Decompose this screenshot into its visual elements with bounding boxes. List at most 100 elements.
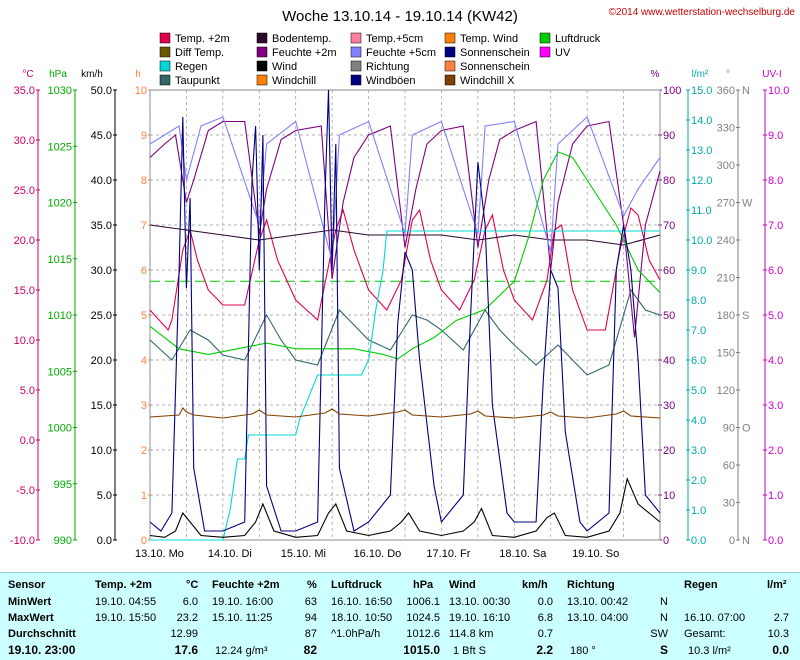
legend-label: Sonnenschein xyxy=(460,61,530,73)
series-bodentemp- xyxy=(149,224,661,246)
axis-tick-hpa: 1030 xyxy=(48,85,72,97)
series-regen xyxy=(150,230,660,541)
axis-tick-hpa: 1000 xyxy=(48,423,72,435)
compass-label: S xyxy=(742,310,749,322)
axis-tick-hum: 90 xyxy=(663,130,675,142)
stats-cell-d_val: N xyxy=(660,596,668,608)
current-temp: 17.6 xyxy=(174,643,198,657)
series-wind xyxy=(149,477,661,538)
stats-cell-w_time: 19.10. 16:10 xyxy=(449,612,511,624)
axis-tick-wind: 10.0 xyxy=(91,445,112,457)
axis-tick-rain: 14.0 xyxy=(691,115,712,127)
legend-swatch xyxy=(350,74,362,86)
stats-cell-h_time: 19.10. 16:00 xyxy=(212,596,274,608)
hdr-sensor: Sensor xyxy=(8,579,46,591)
hdr-wind-unit: km/h xyxy=(522,579,548,591)
legend-swatch xyxy=(350,60,362,72)
current-direction-deg: 180 ° xyxy=(570,645,596,657)
stats-cell-h_time: 15.10. 11:25 xyxy=(212,612,273,624)
axis-tick-dir: 0 xyxy=(729,535,735,547)
hdr-hum-unit: % xyxy=(307,579,317,591)
axis-unit-dir: ° xyxy=(726,69,730,80)
legend-swatch xyxy=(159,32,171,44)
compass-label: N xyxy=(742,535,750,547)
axis-unit-sun: h xyxy=(135,69,141,80)
stats-cell-p_time: 18.10. 10:50 xyxy=(331,612,393,624)
axis-tick-hum: 10 xyxy=(663,490,675,502)
axis-tick-wind: 15.0 xyxy=(91,400,112,412)
series-feuchte-2m xyxy=(149,120,661,338)
legend-label: Windchill xyxy=(272,75,316,87)
axis-tick-hpa: 1010 xyxy=(48,310,72,322)
axis-tick-rain: 11.0 xyxy=(691,205,712,217)
legend-label: Taupunkt xyxy=(175,75,220,87)
axis-tick-wind: 45.0 xyxy=(91,130,112,142)
x-day-label: 13.10. Mo xyxy=(135,548,184,560)
legend-label: Regen xyxy=(175,61,207,73)
axis-tick-dir: 330 xyxy=(717,123,735,135)
axis-tick-temp: 20.0 xyxy=(14,235,35,247)
axis-tick-rain: 1.0 xyxy=(691,505,706,517)
stats-cell-label: MaxWert xyxy=(8,612,54,624)
stats-cell-p_val: 1024.5 xyxy=(406,612,440,624)
axis-tick-uv: 0.0 xyxy=(768,535,783,547)
axis-tick-rain: 13.0 xyxy=(691,145,712,157)
axis-tick-sun: 6 xyxy=(141,265,147,277)
axis-tick-sun: 9 xyxy=(141,130,147,142)
legend-swatch xyxy=(444,46,456,58)
axis-tick-sun: 10 xyxy=(135,85,147,97)
axis-tick-uv: 5.0 xyxy=(768,310,783,322)
legend-label: Windböen xyxy=(366,75,416,87)
axis-tick-hum: 50 xyxy=(663,310,675,322)
axis-tick-hpa: 995 xyxy=(54,479,72,491)
hdr-hum: Feuchte +2m xyxy=(212,579,280,591)
axis-tick-temp: 30.0 xyxy=(14,135,35,147)
copyright-link[interactable]: ©2014 www.wetterstation-wechselburg.de xyxy=(609,7,796,18)
legend-label: Feuchte +5cm xyxy=(366,47,436,59)
axis-tick-sun: 5 xyxy=(141,310,147,322)
axis-tick-wind: 0.0 xyxy=(97,535,112,547)
current-abs-hum: 12.24 g/m³ xyxy=(215,645,268,657)
axis-tick-temp: 10.0 xyxy=(14,335,35,347)
stats-cell-label: Durchschnitt xyxy=(8,628,76,640)
stats-cell-t_time: 19.10. 04:55 xyxy=(95,596,157,608)
axis-tick-uv: 1.0 xyxy=(768,490,783,502)
legend-swatch xyxy=(444,60,456,72)
axis-tick-wind: 40.0 xyxy=(91,175,112,187)
axis-tick-wind: 50.0 xyxy=(91,85,112,97)
compass-label: W xyxy=(742,198,753,210)
stats-cell-p_val: 1012.6 xyxy=(406,628,440,640)
axis-tick-sun: 2 xyxy=(141,445,147,457)
hdr-pres: Luftdruck xyxy=(331,579,382,591)
legend-label: Temp. Wind xyxy=(460,33,518,45)
axis-tick-uv: 4.0 xyxy=(768,355,783,367)
legend-swatch xyxy=(256,32,268,44)
legend-swatch xyxy=(539,46,551,58)
legend-label: Temp.+5cm xyxy=(366,33,423,45)
x-day-label: 18.10. Sa xyxy=(499,548,547,560)
axis-tick-hum: 100 xyxy=(663,85,681,97)
stats-table: Sensor Temp. +2m °C Feuchte +2m % Luftdr… xyxy=(0,572,800,660)
x-day-label: 15.10. Mi xyxy=(281,548,326,560)
stats-cell-r_time: Gesamt: xyxy=(684,628,726,640)
axis-tick-uv: 10.0 xyxy=(768,85,789,97)
stats-cell-t_val: 23.2 xyxy=(176,612,198,624)
axis-tick-wind: 35.0 xyxy=(91,220,112,232)
axis-tick-wind: 25.0 xyxy=(91,310,112,322)
axis-tick-dir: 300 xyxy=(717,160,735,172)
axis-tick-rain: 2.0 xyxy=(691,475,706,487)
current-beaufort: 1 Bft S xyxy=(453,645,487,657)
axis-tick-temp: -10.0 xyxy=(10,535,35,547)
axis-tick-rain: 0.0 xyxy=(691,535,706,547)
axis-tick-rain: 8.0 xyxy=(691,295,706,307)
chart-grid xyxy=(149,90,661,540)
stats-cell-p_time: 16.10. 16:50 xyxy=(331,596,393,608)
axis-tick-rain: 7.0 xyxy=(691,325,706,337)
axis-tick-uv: 8.0 xyxy=(768,175,783,187)
chart-series xyxy=(149,89,661,541)
legend-label: Luftdruck xyxy=(555,33,601,45)
axis-tick-hum: 80 xyxy=(663,175,675,187)
axis-tick-rain: 15.0 xyxy=(691,85,712,97)
stats-cell-t_val: 6.0 xyxy=(182,596,198,608)
stats-cell-h_val: 94 xyxy=(304,612,317,624)
